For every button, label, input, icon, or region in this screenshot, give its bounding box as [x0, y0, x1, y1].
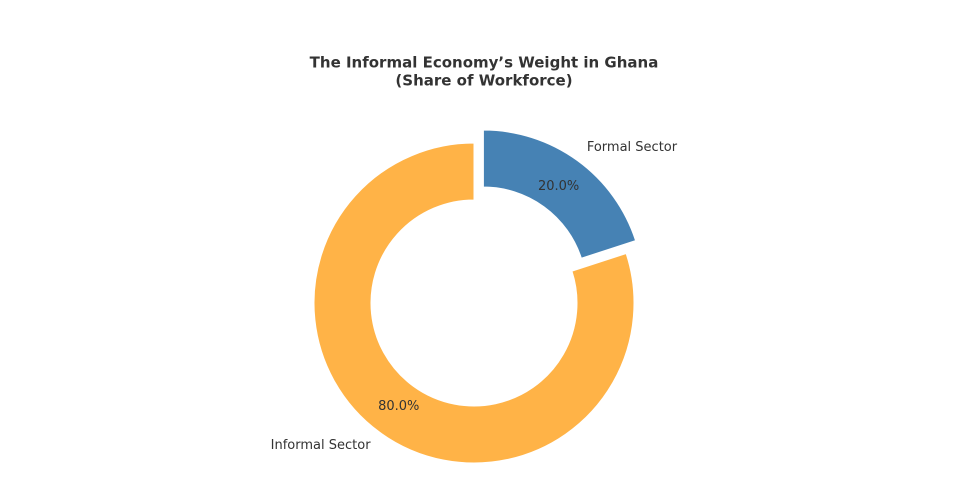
donut-slice — [482, 129, 637, 259]
value-label: 20.0% — [538, 179, 579, 194]
value-label: 80.0% — [378, 399, 419, 414]
donut-slice — [313, 142, 635, 464]
chart-subtitle: (Share of Workforce) — [395, 72, 572, 90]
chart-title: The Informal Economy’s Weight in Ghana — [310, 54, 659, 72]
slice-label: Formal Sector — [587, 140, 678, 155]
slice-label: Informal Sector — [271, 438, 372, 453]
